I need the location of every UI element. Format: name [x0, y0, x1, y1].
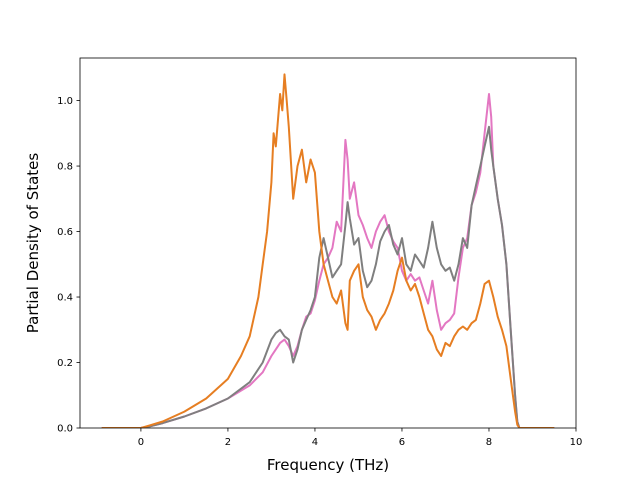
- y-axis: 0.0 0.2 0.4 0.6 0.8 1.0: [57, 96, 80, 435]
- y-tick-label: 0.6: [57, 227, 73, 238]
- y-tick-label: 0.2: [57, 358, 73, 369]
- x-tick-label: 8: [486, 437, 492, 448]
- y-tick-label: 0.0: [57, 424, 73, 435]
- x-tick-label: 10: [570, 437, 583, 448]
- plot-frame: [79, 57, 577, 429]
- series-line-3: [101, 73, 555, 428]
- y-tick-label: 0.4: [57, 293, 73, 304]
- x-tick-label: 4: [312, 437, 318, 448]
- plot-lines: [101, 73, 555, 428]
- y-tick-label: 0.8: [57, 162, 73, 173]
- x-tick-label: 0: [138, 437, 144, 448]
- series-line-2: [101, 125, 555, 428]
- y-axis-title: Partial Density of States: [24, 153, 42, 334]
- x-axis-title: Frequency (THz): [267, 456, 389, 474]
- x-axis: 0 2 4 6 8 10: [138, 428, 583, 448]
- x-tick-label: 6: [399, 437, 405, 448]
- y-tick-label: 1.0: [57, 96, 73, 107]
- x-tick-label: 2: [225, 437, 231, 448]
